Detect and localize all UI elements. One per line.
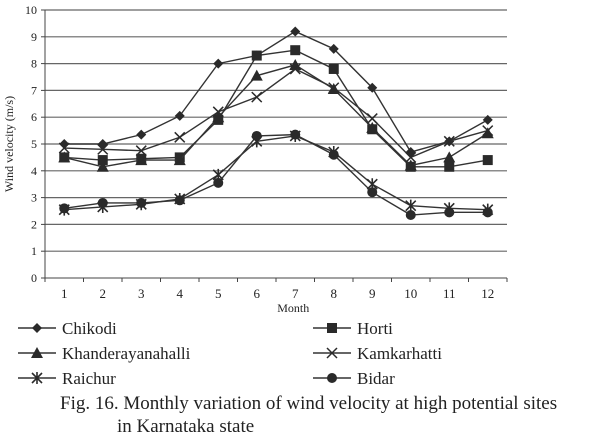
data-point-bidar <box>97 197 108 208</box>
data-point-kamkarhatti <box>328 82 340 94</box>
legend-marker-raichur <box>31 372 43 384</box>
y-axis-label: Wind velocity (m/s) <box>2 96 16 192</box>
data-point-kamkarhatti <box>97 143 109 155</box>
y-tick-label: 4 <box>31 164 37 178</box>
data-point-kamkarhatti <box>174 131 186 143</box>
data-point-chikodi <box>136 129 147 140</box>
legend-label-raichur: Raichur <box>62 369 116 388</box>
y-tick-label: 7 <box>31 83 37 97</box>
data-point-chikodi <box>367 82 378 93</box>
series-line-kamkarhatti <box>64 68 488 159</box>
data-point-khanderayanahalli <box>289 58 302 70</box>
data-point-bidar <box>444 207 455 218</box>
data-point-khanderayanahalli <box>443 151 456 163</box>
data-point-bidar <box>251 130 262 141</box>
series-line-horti <box>64 49 488 168</box>
legend-label-bidar: Bidar <box>357 369 395 388</box>
data-point-kamkarhatti <box>212 106 224 118</box>
data-point-horti <box>251 50 262 61</box>
legend-marker-kamkarhatti <box>326 347 338 359</box>
data-point-kamkarhatti <box>251 91 263 103</box>
data-point-horti <box>290 45 301 56</box>
series-line-chikodi <box>64 30 489 153</box>
caption-line-2: in Karnataka state <box>117 416 255 437</box>
data-point-bidar <box>59 203 70 214</box>
y-tick-label: 2 <box>31 217 37 231</box>
data-point-khanderayanahalli <box>135 154 148 166</box>
x-tick-label: 9 <box>369 286 376 301</box>
x-tick-label: 11 <box>443 286 456 301</box>
data-point-bidar <box>213 177 224 188</box>
data-point-bidar <box>174 195 185 206</box>
y-tick-label: 9 <box>31 30 37 44</box>
legend-label-kamkarhatti: Kamkarhatti <box>357 344 442 363</box>
y-tick-label: 10 <box>25 3 37 17</box>
data-point-horti <box>97 155 108 166</box>
y-tick-label: 8 <box>31 57 37 71</box>
legend-label-khanderayanahalli: Khanderayanahalli <box>62 344 191 363</box>
data-point-chikodi <box>328 43 339 54</box>
legend-marker-bidar <box>327 373 337 383</box>
x-tick-label: 7 <box>292 286 299 301</box>
data-point-chikodi <box>213 58 224 69</box>
legend-marker-khanderayanahalli <box>31 347 43 358</box>
data-point-chikodi <box>290 26 301 37</box>
x-tick-label: 6 <box>254 286 261 301</box>
y-tick-label: 1 <box>31 244 37 258</box>
figure-caption: Fig. 16. Monthly variation of wind veloc… <box>60 392 557 438</box>
y-tick-label: 5 <box>31 137 37 151</box>
x-tick-label: 1 <box>61 286 68 301</box>
x-tick-label: 8 <box>331 286 338 301</box>
data-point-bidar <box>405 210 416 221</box>
data-point-bidar <box>290 129 301 140</box>
x-axis-label: Month <box>277 301 309 315</box>
data-point-khanderayanahalli <box>212 111 225 123</box>
data-point-chikodi <box>174 110 185 121</box>
y-tick-label: 3 <box>31 191 37 205</box>
x-tick-label: 4 <box>177 286 184 301</box>
legend-marker-horti <box>327 323 337 333</box>
data-point-kamkarhatti <box>482 125 494 137</box>
data-point-khanderayanahalli <box>96 160 109 172</box>
data-point-kamkarhatti <box>58 142 70 154</box>
x-tick-label: 12 <box>481 286 494 301</box>
data-point-horti <box>444 161 455 172</box>
caption-line-1: Fig. 16. Monthly variation of wind veloc… <box>60 393 558 414</box>
data-point-raichur <box>405 199 417 212</box>
data-point-bidar <box>136 197 147 208</box>
x-tick-label: 5 <box>215 286 222 301</box>
data-point-bidar <box>367 187 378 198</box>
data-point-horti <box>328 63 339 74</box>
legend-marker-chikodi <box>32 323 42 333</box>
y-tick-label: 0 <box>31 271 37 285</box>
data-point-kamkarhatti <box>289 63 301 75</box>
series-line-bidar <box>64 133 488 216</box>
data-point-kamkarhatti <box>405 151 417 163</box>
data-point-khanderayanahalli <box>250 69 263 81</box>
data-point-chikodi <box>97 139 108 149</box>
x-tick-label: 2 <box>100 286 107 301</box>
data-point-khanderayanahalli <box>404 159 417 171</box>
data-point-horti <box>482 155 493 166</box>
x-tick-label: 3 <box>138 286 145 301</box>
x-tick-label: 10 <box>404 286 417 301</box>
data-point-khanderayanahalli <box>481 127 494 139</box>
y-tick-label: 6 <box>31 110 37 124</box>
data-point-bidar <box>482 207 493 218</box>
data-point-kamkarhatti <box>366 113 378 125</box>
data-point-khanderayanahalli <box>58 151 71 163</box>
data-point-bidar <box>328 149 339 160</box>
data-point-khanderayanahalli <box>366 121 379 133</box>
data-point-kamkarhatti <box>443 135 455 147</box>
series-line-raichur <box>64 135 488 211</box>
data-point-chikodi <box>482 114 493 125</box>
data-point-khanderayanahalli <box>173 154 186 166</box>
legend-label-chikodi: Chikodi <box>62 319 117 338</box>
series-line-khanderayanahalli <box>64 64 489 168</box>
data-point-kamkarhatti <box>135 145 147 157</box>
legend-label-horti: Horti <box>357 319 393 338</box>
